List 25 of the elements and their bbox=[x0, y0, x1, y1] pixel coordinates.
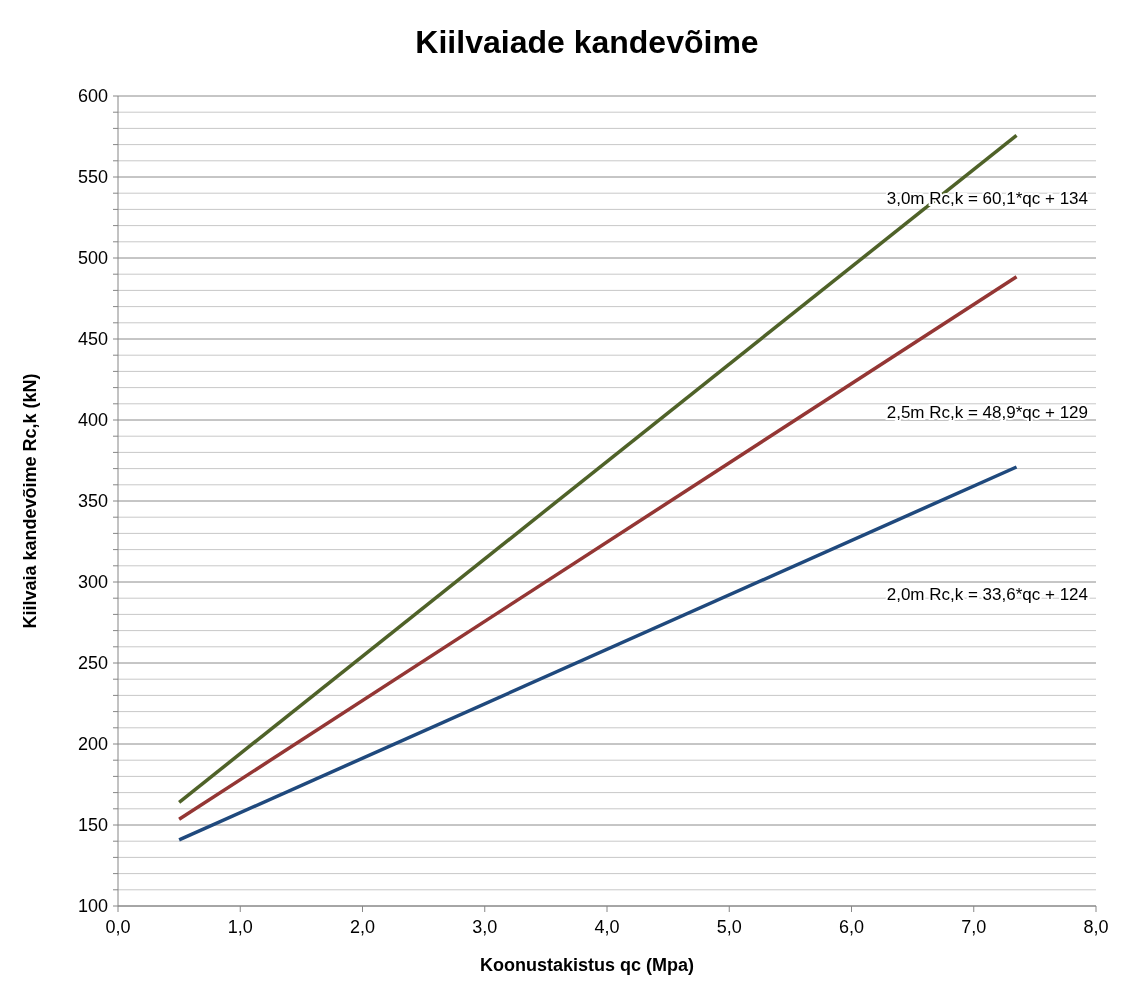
y-tick-label: 350 bbox=[77, 491, 108, 512]
x-tick-label: 7,0 bbox=[961, 917, 987, 937]
y-tick-label: 550 bbox=[77, 167, 108, 188]
x-tick-label: 3,0 bbox=[472, 917, 498, 937]
y-tick-label: 150 bbox=[77, 815, 108, 836]
annotation: 2,5m Rc,k = 48,9*qc + 129 bbox=[886, 403, 1088, 422]
x-tick-label: 6,0 bbox=[838, 917, 865, 937]
chart-title: Kiilvaiade kandevõime bbox=[415, 24, 759, 60]
y-tick-label: 450 bbox=[77, 329, 108, 350]
x-tick-label: 8,0 bbox=[1083, 917, 1109, 937]
x-axis-title: Koonustakistus qc (Mpa) bbox=[479, 955, 695, 975]
x-tick-label: 2,0 bbox=[349, 917, 376, 937]
x-tick-label: 1,0 bbox=[227, 917, 253, 937]
y-tick-label: 250 bbox=[77, 653, 108, 674]
annotation: 2,0m Rc,k = 33,6*qc + 124 bbox=[886, 585, 1088, 604]
y-axis-title: Kiilvaia kandevõime Rc,k (kN) bbox=[20, 373, 40, 629]
y-tick-label: 100 bbox=[77, 896, 108, 917]
x-tick-label: 0,0 bbox=[105, 917, 131, 937]
x-tick-label: 4,0 bbox=[594, 917, 620, 937]
y-tick-label: 200 bbox=[77, 734, 108, 755]
y-tick-label: 300 bbox=[77, 572, 108, 593]
y-tick-label: 500 bbox=[77, 248, 108, 269]
y-tick-label: 400 bbox=[77, 410, 108, 431]
x-tick-label: 5,0 bbox=[716, 917, 742, 937]
y-tick-label: 600 bbox=[77, 86, 108, 107]
